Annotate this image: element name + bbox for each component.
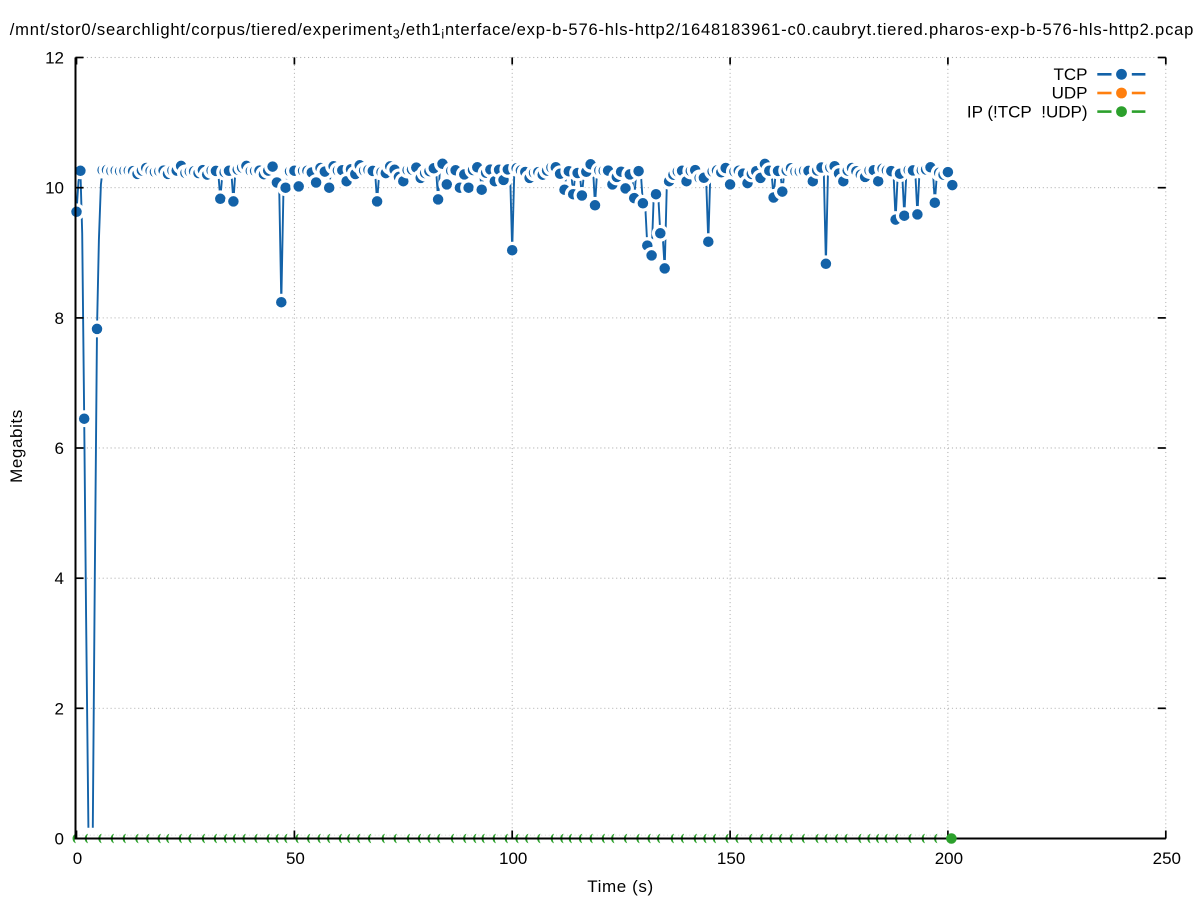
svg-text:250: 250 [1153, 849, 1181, 868]
svg-text:/mnt/stor0/searchlight/corpus/: /mnt/stor0/searchlight/corpus/tiered/exp… [10, 20, 1194, 42]
svg-text:200: 200 [935, 849, 963, 868]
svg-text:2: 2 [55, 699, 64, 718]
svg-text:50: 50 [286, 849, 305, 868]
svg-text:6: 6 [55, 439, 64, 458]
svg-text:4: 4 [55, 569, 64, 588]
svg-text:100: 100 [499, 849, 527, 868]
svg-text:8: 8 [55, 309, 64, 328]
svg-text:TCP: TCP [1054, 65, 1088, 84]
svg-text:Time (s): Time (s) [587, 877, 654, 896]
svg-text:0: 0 [73, 849, 82, 868]
svg-text:10: 10 [45, 179, 64, 198]
svg-text:Megabits: Megabits [7, 409, 26, 483]
svg-text:12: 12 [45, 48, 64, 67]
svg-text:IP (!TCP !UDP): IP (!TCP !UDP) [967, 102, 1088, 121]
svg-text:0: 0 [55, 829, 64, 848]
svg-text:UDP: UDP [1052, 84, 1088, 103]
svg-text:150: 150 [717, 849, 745, 868]
